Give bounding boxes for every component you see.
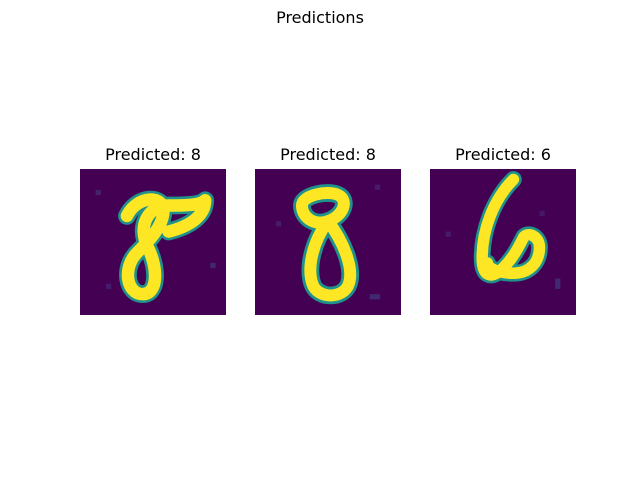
panel-1-title: Predicted: 8 xyxy=(105,145,201,164)
panel-2-title: Predicted: 8 xyxy=(280,145,376,164)
prediction-panel-2: Predicted: 8 xyxy=(255,144,401,315)
prediction-panel-3: Predicted: 6 xyxy=(430,144,576,315)
digit-image-1 xyxy=(80,169,226,315)
figure-title: Predictions xyxy=(276,8,364,27)
prediction-panel-1: Predicted: 8 xyxy=(80,144,226,315)
panel-3-title: Predicted: 6 xyxy=(455,145,551,164)
digit-image-3 xyxy=(430,169,576,315)
digit-image-2 xyxy=(255,169,401,315)
